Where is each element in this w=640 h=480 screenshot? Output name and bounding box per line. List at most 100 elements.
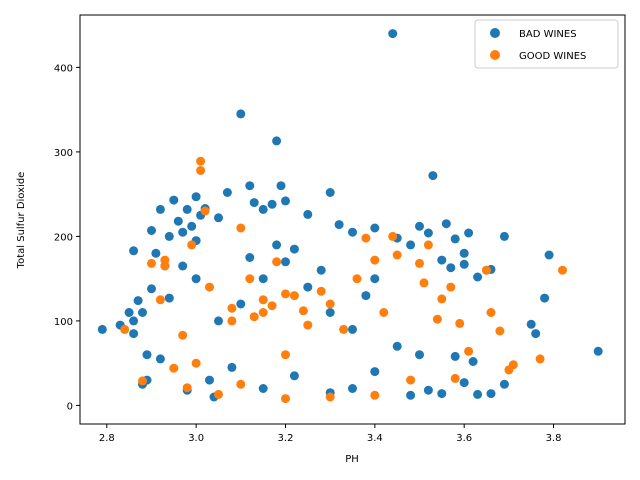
point-bad-wines (486, 389, 496, 399)
point-bad-wines (526, 319, 536, 329)
point-bad-wines (124, 308, 134, 317)
point-bad-wines (151, 248, 161, 258)
y-tick-label: 400 (54, 63, 73, 74)
legend: BAD WINES GOOD WINES (474, 19, 619, 69)
point-bad-wines (147, 226, 156, 235)
x-tick-label: 3.2 (278, 433, 294, 444)
point-good-wines (508, 360, 518, 370)
x-tick-label: 3.8 (546, 433, 562, 444)
point-bad-wines (187, 221, 197, 231)
point-bad-wines (272, 136, 282, 146)
point-bad-wines (236, 299, 246, 309)
point-good-wines (245, 274, 255, 284)
y-tick-label: 200 (54, 232, 73, 243)
point-bad-wines (370, 367, 380, 377)
point-bad-wines (415, 221, 424, 231)
point-bad-wines (450, 234, 460, 244)
point-bad-wines (370, 274, 380, 284)
point-bad-wines (303, 282, 313, 292)
point-bad-wines (316, 265, 326, 275)
legend-label-bad-wines: BAD WINES (519, 29, 577, 40)
point-bad-wines (423, 228, 433, 238)
point-bad-wines (178, 227, 188, 237)
plot-frame (79, 14, 626, 425)
point-bad-wines (446, 263, 456, 273)
point-bad-wines (281, 196, 290, 206)
point-good-wines (455, 318, 465, 328)
point-bad-wines (258, 204, 268, 214)
point-good-wines (352, 274, 362, 284)
point-bad-wines (348, 324, 357, 334)
point-bad-wines (499, 231, 509, 241)
point-good-wines (281, 350, 290, 360)
point-good-wines (236, 379, 246, 389)
point-bad-wines (236, 109, 246, 119)
point-bad-wines (361, 291, 371, 301)
point-bad-wines (178, 261, 188, 271)
point-good-wines (258, 295, 268, 305)
point-good-wines (178, 330, 188, 340)
point-good-wines (155, 295, 165, 305)
point-good-wines (249, 312, 259, 322)
point-bad-wines (289, 244, 299, 254)
x-tick-label: 3.4 (367, 433, 383, 444)
point-good-wines (482, 265, 491, 275)
point-bad-wines (164, 293, 174, 303)
point-bad-wines (437, 255, 447, 265)
point-good-wines (272, 257, 282, 267)
point-bad-wines (155, 354, 165, 364)
legend-label-good-wines: GOOD WINES (519, 51, 586, 62)
point-good-wines (267, 301, 277, 311)
point-good-wines (258, 308, 268, 317)
point-bad-wines (191, 274, 201, 284)
x-tick-label: 2.8 (99, 433, 115, 444)
point-good-wines (437, 294, 447, 304)
point-good-wines (464, 346, 474, 356)
point-bad-wines (129, 329, 139, 339)
point-good-wines (187, 240, 197, 250)
legend-marker-good-wines (490, 50, 500, 60)
point-good-wines (495, 326, 505, 336)
point-bad-wines (415, 350, 424, 360)
point-good-wines (446, 282, 456, 292)
y-tick-label: 300 (54, 148, 73, 159)
point-good-wines (361, 233, 371, 243)
point-bad-wines (258, 274, 268, 284)
point-good-wines (535, 354, 545, 364)
point-bad-wines (147, 284, 156, 294)
point-good-wines (325, 299, 335, 309)
point-good-wines (558, 265, 567, 275)
x-axis-label: PH (345, 454, 359, 465)
point-good-wines (191, 358, 201, 368)
y-axis: 0 100 200 300 400 (54, 63, 80, 412)
point-bad-wines (325, 308, 335, 317)
point-good-wines (236, 223, 246, 233)
point-bad-wines (423, 385, 433, 395)
point-good-wines (227, 303, 237, 313)
point-good-wines (450, 373, 460, 383)
point-bad-wines (468, 357, 478, 366)
point-bad-wines (164, 231, 174, 241)
point-bad-wines (173, 216, 183, 226)
point-bad-wines (459, 259, 469, 269)
point-good-wines (205, 282, 214, 292)
point-bad-wines (129, 246, 139, 256)
point-bad-wines (289, 371, 299, 381)
point-bad-wines (155, 204, 165, 214)
point-bad-wines (473, 272, 483, 282)
point-good-wines (147, 258, 156, 268)
point-bad-wines (142, 350, 152, 360)
point-bad-wines (593, 346, 603, 356)
point-good-wines (316, 286, 326, 296)
point-good-wines (379, 308, 389, 317)
point-good-wines (370, 255, 380, 265)
point-good-wines (227, 316, 237, 326)
point-bad-wines (499, 379, 509, 389)
point-bad-wines (97, 324, 107, 334)
x-tick-label: 3.6 (456, 433, 472, 444)
point-bad-wines (276, 181, 286, 191)
point-good-wines (120, 324, 130, 334)
point-bad-wines (370, 223, 380, 233)
